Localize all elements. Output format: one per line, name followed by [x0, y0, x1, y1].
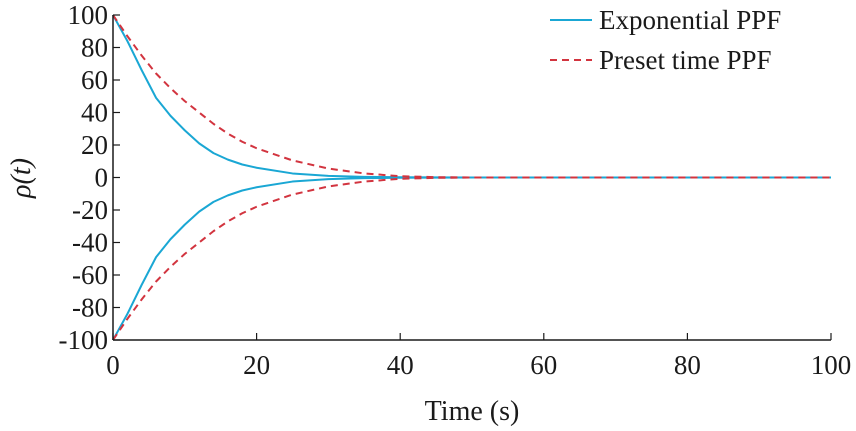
- y-tick-label: 0: [95, 163, 109, 193]
- y-axis-title: ρ(t): [6, 158, 37, 199]
- x-tick-label: 40: [387, 350, 414, 380]
- x-tick-label: 0: [106, 350, 120, 380]
- y-tick-label: -100: [59, 325, 109, 355]
- x-tick-label: 20: [243, 350, 270, 380]
- legend-label: Preset time PPF: [599, 45, 772, 75]
- legend: Exponential PPF Preset time PPF: [550, 5, 781, 75]
- y-tick-label: -20: [72, 195, 108, 225]
- y-tick-label: 60: [81, 65, 108, 95]
- x-tick-label: 80: [674, 350, 701, 380]
- y-tick-label: 100: [68, 0, 109, 30]
- x-axis-title: Time (s): [425, 396, 520, 427]
- y-tick-label: -80: [72, 293, 108, 323]
- y-tick-label: -40: [72, 228, 108, 258]
- x-ticks: 0 20 40 60 80 100: [106, 333, 851, 380]
- y-tick-label: 80: [81, 33, 108, 63]
- y-tick-label: -60: [72, 260, 108, 290]
- series-line-0-lower: [112, 176, 831, 341]
- plot-lines: [112, 14, 831, 341]
- series-line-1-upper: [112, 14, 831, 179]
- series-line-1-lower: [112, 176, 831, 341]
- x-tick-label: 60: [530, 350, 557, 380]
- x-tick-label: 100: [811, 350, 852, 380]
- legend-label: Exponential PPF: [599, 5, 781, 35]
- y-tick-label: 40: [81, 98, 108, 128]
- y-tick-label: 20: [81, 130, 108, 160]
- series-line-0-upper: [112, 14, 831, 179]
